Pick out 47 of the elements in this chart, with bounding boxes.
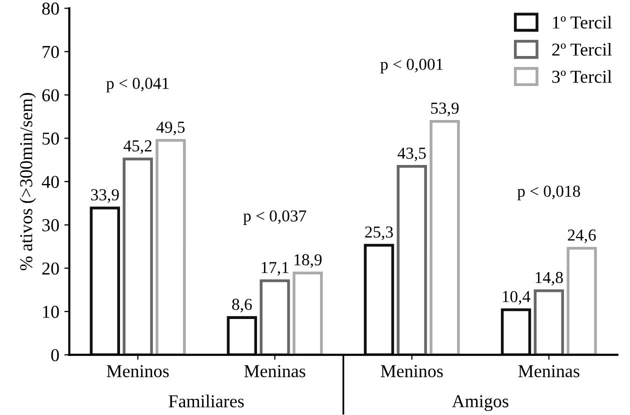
legend-label: 3º Tercil	[552, 70, 612, 83]
bar	[500, 308, 532, 355]
bar	[260, 279, 290, 355]
bar	[90, 206, 120, 355]
data-label: 53,9	[431, 102, 459, 116]
legend-label: 2º Tercil	[552, 43, 612, 56]
bar	[534, 289, 564, 355]
bar	[226, 316, 258, 355]
bar	[566, 246, 597, 355]
legend-label: 1º Tercil	[553, 16, 612, 29]
data-label: 45,2	[124, 140, 152, 154]
data-label: 33,9	[91, 189, 119, 203]
annotation: p < 0,001	[380, 58, 443, 74]
annotation: p < 0,041	[106, 78, 169, 92]
data-label: 25,3	[365, 226, 393, 240]
bar	[396, 165, 427, 355]
annotation: p < 0,018	[517, 186, 580, 200]
text: Familiares	[168, 394, 244, 408]
data-label: 43,5	[398, 148, 426, 162]
annotation: p < 0,037	[243, 210, 306, 225]
y-tick-label: 10	[43, 306, 59, 318]
y-tick-label: 20	[42, 262, 59, 275]
x-tick-label: Meninos	[106, 365, 169, 378]
y-tick-label: 80	[42, 2, 59, 15]
y-tick-label: 30	[42, 219, 59, 232]
data-label: 17,1	[262, 262, 288, 276]
data-label: 8,6	[232, 298, 252, 312]
bar	[122, 158, 153, 355]
text: Amigos	[452, 395, 508, 412]
data-label: 24,6	[568, 230, 596, 244]
bar	[364, 244, 394, 355]
data-label: 14,8	[536, 272, 563, 286]
data-label: 18,9	[294, 254, 322, 268]
y-axis-title: % ativos (>300min/sem)	[20, 93, 36, 270]
y-tick-label: 0	[51, 349, 59, 362]
x-tick-label: Meninas	[518, 365, 580, 378]
y-tick-label: 50	[42, 132, 59, 145]
y-tick-label: 60	[42, 89, 59, 102]
y-tick-label: 40	[42, 176, 59, 188]
data-label: 49,5	[156, 122, 185, 136]
bar	[292, 272, 323, 355]
data-label: 10,4	[502, 290, 530, 305]
bar	[156, 139, 186, 355]
x-tick-label: Meninas	[244, 365, 306, 378]
x-tick-label: Meninos	[380, 365, 443, 378]
y-tick-label: 70	[42, 46, 59, 58]
bar	[430, 120, 460, 355]
